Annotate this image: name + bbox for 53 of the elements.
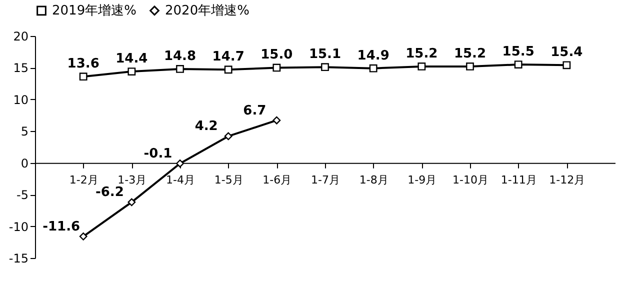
data-label: 13.6 — [67, 56, 100, 72]
point — [514, 60, 522, 68]
x-tick-label: 1-5月 — [214, 173, 244, 186]
x-tick-label: 1-3月 — [118, 173, 147, 186]
point — [224, 132, 232, 140]
x-tick-label: 1-6月 — [262, 173, 292, 186]
data-label: 15.2 — [406, 46, 438, 62]
point — [466, 62, 474, 70]
legend-label: 2019年增速% — [52, 4, 136, 19]
legend-label: 2020年增速% — [165, 4, 250, 19]
point — [562, 61, 571, 70]
y-tick-label: -10 — [8, 220, 28, 234]
x-tick-label: 1-10月 — [452, 173, 488, 186]
x-tick-label: 1-4月 — [166, 173, 195, 186]
point — [176, 65, 184, 73]
x-tick-label: 1-9月 — [408, 173, 437, 186]
point — [224, 66, 232, 74]
point — [79, 72, 88, 81]
x-tick-label: 1-2月 — [69, 173, 98, 186]
data-label: 15.1 — [308, 47, 342, 62]
point — [272, 116, 281, 124]
data-label: 15.5 — [502, 44, 534, 60]
x-tick-label: 1-8月 — [359, 173, 388, 186]
data-label: 14.9 — [357, 48, 390, 64]
x-tick-label: 1-12月 — [549, 173, 586, 186]
point — [176, 160, 184, 168]
y-tick-label: -5 — [16, 188, 28, 202]
y-tick-label: 20 — [13, 30, 28, 44]
point — [321, 63, 329, 72]
point — [369, 64, 378, 72]
data-label: 14.4 — [116, 52, 148, 67]
data-label: 15.4 — [550, 45, 583, 60]
y-tick-label: 0 — [20, 156, 28, 170]
y-tick-label: -15 — [8, 252, 28, 266]
point — [418, 62, 426, 70]
data-label: -0.1 — [144, 146, 172, 162]
y-tick-label: 15 — [13, 61, 28, 76]
data-label: 4.2 — [194, 119, 218, 134]
point — [128, 198, 136, 206]
data-label: -6.2 — [95, 185, 124, 200]
point — [79, 232, 88, 240]
data-label: 6.7 — [243, 103, 266, 118]
data-label: -11.6 — [42, 219, 80, 234]
x-tick-label: 1-7月 — [311, 173, 340, 186]
data-label: 14.7 — [212, 50, 244, 65]
x-tick-label: 1-11月 — [500, 173, 537, 186]
data-label: 15.2 — [454, 46, 486, 62]
data-label: 15.0 — [260, 48, 293, 63]
data-label: 14.8 — [164, 48, 196, 64]
point — [272, 64, 281, 72]
y-tick-label: 5 — [20, 124, 28, 139]
point — [128, 68, 136, 76]
y-tick-label: 10 — [13, 92, 28, 107]
